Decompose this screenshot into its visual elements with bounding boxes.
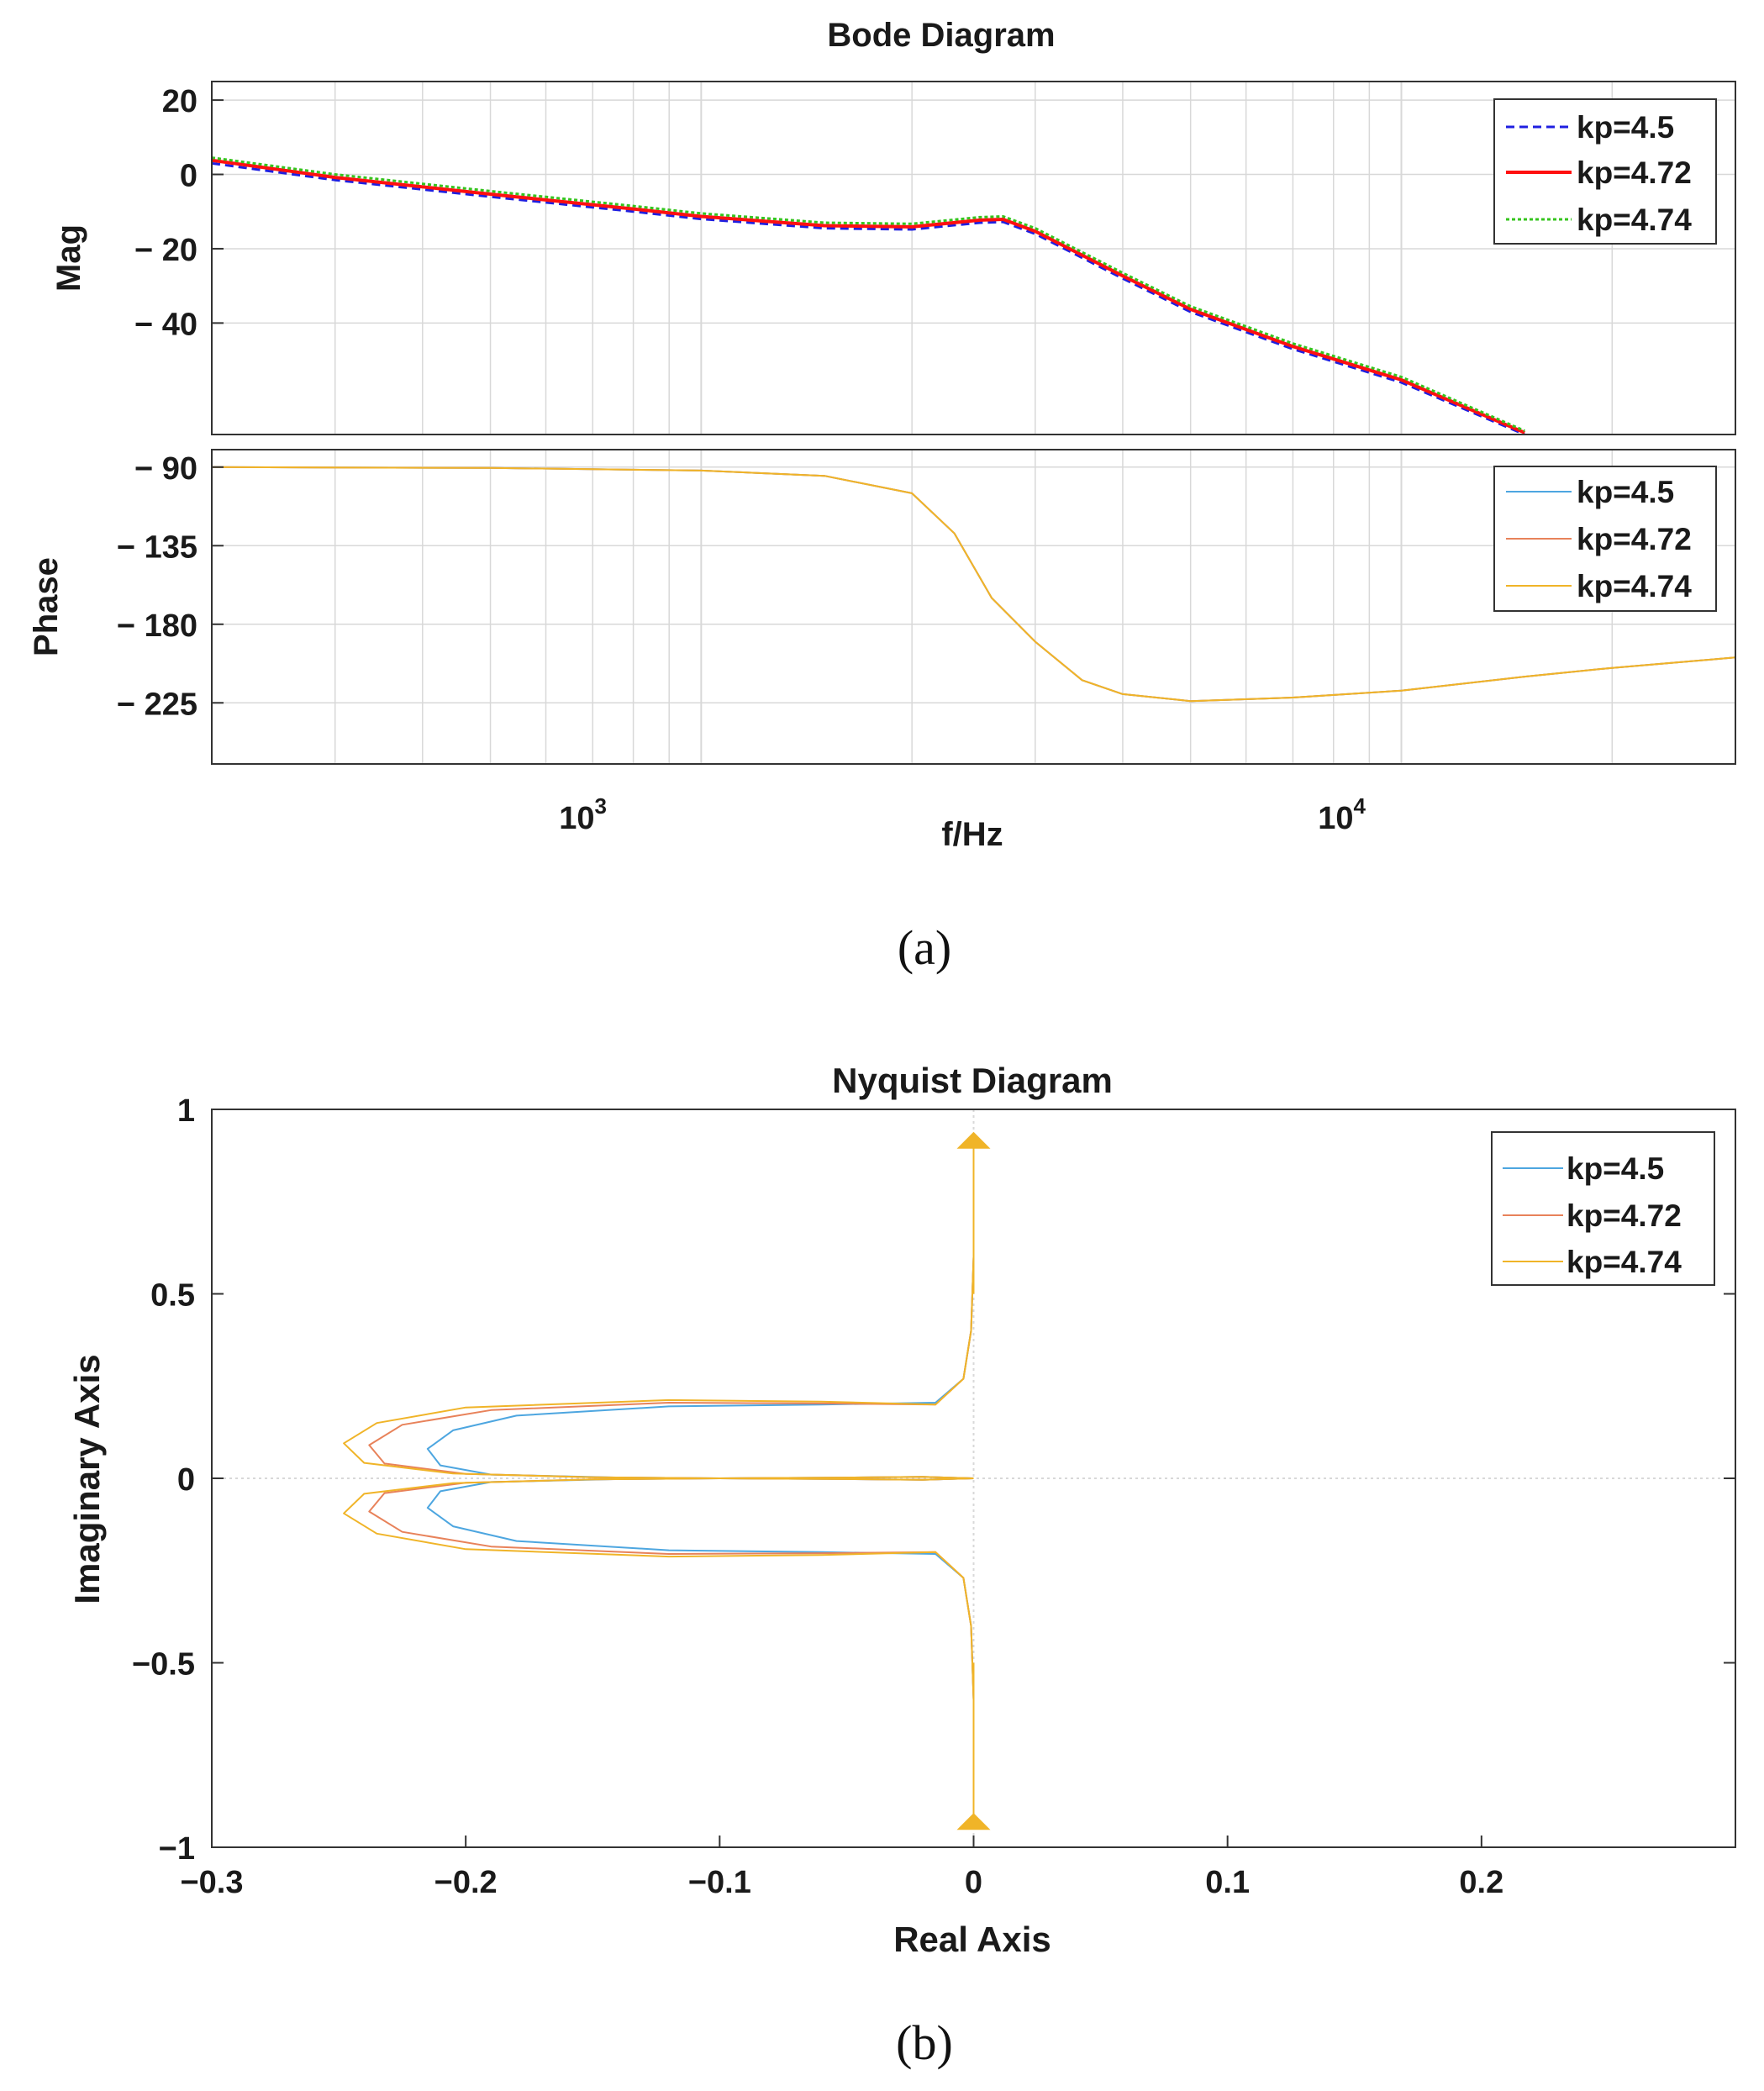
phase-xtick-exp-1000: 3	[595, 793, 607, 819]
phase-xtick-label-10000: 104	[1318, 793, 1366, 836]
nyquist-series-lower-2	[343, 1476, 975, 1822]
phase-xtick-base-1000: 10	[559, 801, 594, 836]
nyquist-series-upper-1	[368, 1146, 975, 1481]
phase-legend: kp=4.5 kp=4.72 kp=4.74	[1493, 466, 1717, 612]
nyquist-arrow-up-icon	[956, 1131, 991, 1149]
mag-ytick-label: 20	[162, 84, 197, 119]
mag-yticks: 20 0 − 20 − 40	[134, 84, 224, 342]
nyquist-xtick-label: −0.1	[688, 1865, 751, 1900]
nyquist-legend-label-0: kp=4.5	[1567, 1151, 1664, 1186]
phase-xtick-base-10000: 10	[1318, 801, 1353, 836]
mag-ytick-label: − 20	[134, 233, 197, 268]
mag-axes-box	[211, 81, 1736, 435]
mag-series-line-1	[212, 158, 1525, 435]
mag-series	[212, 156, 1525, 435]
phase-ytick-label: − 180	[117, 608, 197, 644]
phase-legend-label-0: kp=4.5	[1577, 475, 1674, 509]
nyquist-arrows	[956, 1131, 991, 1830]
nyquist-xlabel: Real Axis	[893, 1920, 1051, 1959]
phase-ylabel: Phase	[28, 557, 65, 656]
mag-ytick-label: − 40	[134, 307, 197, 342]
phase-xtick-exp-10000: 4	[1354, 793, 1366, 819]
nyquist-xtick-label: 0.2	[1459, 1865, 1503, 1900]
nyquist-legend-label-1: kp=4.72	[1567, 1198, 1682, 1233]
nyquist-arrow-bottom-icon	[956, 1813, 991, 1830]
nyquist-legend: kp=4.5 kp=4.72 kp=4.74	[1491, 1131, 1715, 1286]
bode-title: Bode Diagram	[827, 17, 1055, 54]
nyquist-title: Nyquist Diagram	[832, 1061, 1113, 1100]
phase-yticks: − 90 − 135 − 180 − 225	[117, 451, 224, 722]
nyquist-series-upper-2	[343, 1135, 975, 1481]
mag-ytick-label: 0	[180, 159, 197, 194]
mag-grid	[211, 82, 1736, 435]
nyquist-ytick-label: 0.5	[150, 1278, 195, 1314]
caption-a: (a)	[898, 920, 951, 975]
mag-legend-label-1: kp=4.72	[1577, 155, 1692, 190]
nyquist-xtick-label: 0.1	[1205, 1865, 1250, 1900]
nyquist-grid	[212, 1109, 1735, 1847]
nyquist-xtick-label: 0	[965, 1865, 982, 1900]
nyquist-series-lower-1	[368, 1476, 975, 1811]
phase-series	[212, 466, 1735, 703]
phase-axes-box	[211, 449, 1736, 765]
nyquist-xticks: −0.3 −0.2 −0.1 0 0.1 0.2	[180, 1836, 1503, 1900]
phase-legend-label-2: kp=4.74	[1577, 569, 1692, 603]
nyquist-ytick-label: −0.5	[132, 1647, 195, 1683]
nyquist-series-upper-0	[426, 1146, 975, 1481]
nyquist-ytick-label: 0	[177, 1462, 195, 1498]
mag-legend: kp=4.5 kp=4.72 kp=4.74	[1493, 98, 1717, 245]
nyquist-yticks: 1 0.5 0 −0.5 −1	[132, 1093, 1735, 1867]
nyquist-series-lower-0	[426, 1476, 975, 1811]
phase-ytick-label: − 225	[117, 687, 197, 722]
caption-b: (b)	[896, 2015, 953, 2070]
phase-ytick-label: − 135	[117, 529, 197, 565]
nyquist-legend-box	[1491, 1131, 1715, 1286]
mag-legend-label-0: kp=4.5	[1577, 110, 1674, 145]
nyquist-series	[343, 1135, 975, 1822]
mag-series-line-0	[212, 161, 1525, 435]
nyquist-ylabel: Imaginary Axis	[67, 1354, 107, 1604]
nyquist-ytick-label: 1	[177, 1093, 195, 1129]
mag-ylabel: Mag	[50, 224, 87, 292]
nyquist-ytick-label: −1	[159, 1831, 195, 1867]
bode-xlabel: f/Hz	[941, 816, 1003, 853]
phase-legend-label-1: kp=4.72	[1577, 522, 1692, 556]
nyquist-xtick-label: −0.3	[180, 1865, 243, 1900]
phase-ytick-label: − 90	[134, 451, 197, 487]
phase-xtick-label-1000: 103	[559, 793, 607, 836]
nyquist-xtick-label: −0.2	[434, 1865, 498, 1900]
phase-series-line-2	[212, 466, 1735, 703]
mag-series-line-2	[212, 156, 1525, 432]
nyquist-legend-label-2: kp=4.74	[1567, 1245, 1682, 1279]
mag-legend-label-2: kp=4.74	[1577, 203, 1692, 237]
